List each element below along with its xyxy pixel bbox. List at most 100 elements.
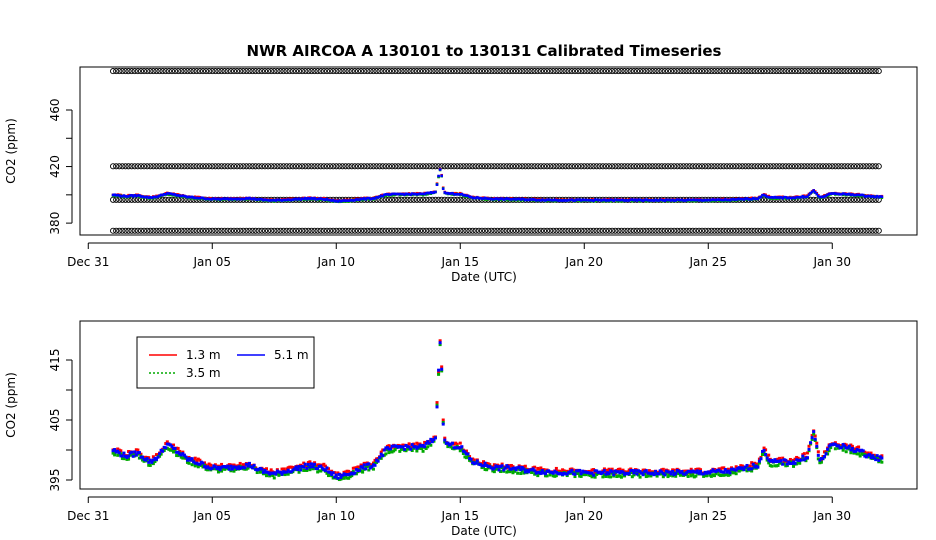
bottom-data-point bbox=[122, 457, 126, 461]
bottom-data-point bbox=[604, 474, 608, 478]
top-reference-point bbox=[556, 163, 563, 170]
bottom-data-point bbox=[799, 458, 803, 462]
bottom-data-point bbox=[661, 472, 665, 476]
top-reference-point bbox=[218, 163, 225, 170]
bottom-data-point bbox=[218, 468, 222, 472]
top-data-point bbox=[724, 198, 727, 201]
bottom-data-point bbox=[514, 468, 518, 472]
bottom-data-point bbox=[683, 469, 687, 473]
bottom-data-point bbox=[492, 466, 496, 470]
bottom-data-point bbox=[339, 477, 343, 481]
top-reference-point bbox=[181, 227, 188, 234]
bottom-data-point bbox=[340, 476, 344, 480]
top-reference-point bbox=[469, 68, 476, 75]
bottom-data-point bbox=[823, 450, 827, 454]
top-data-point bbox=[389, 193, 392, 196]
top-data-point bbox=[307, 196, 310, 200]
top-data-point bbox=[291, 198, 295, 201]
top-data-point bbox=[297, 197, 301, 201]
bottom-data-point bbox=[449, 445, 453, 449]
bottom-data-point bbox=[869, 451, 873, 455]
bottom-data-point bbox=[866, 451, 870, 455]
top-reference-point bbox=[640, 227, 647, 234]
top-data-point bbox=[159, 193, 163, 197]
bottom-data-point bbox=[420, 447, 424, 451]
top-reference-point bbox=[587, 68, 594, 75]
top-data-point bbox=[603, 198, 606, 201]
top-data-point bbox=[513, 197, 516, 201]
top-reference-point bbox=[258, 68, 265, 75]
bottom-data-point bbox=[561, 468, 565, 472]
bottom-data-point bbox=[131, 450, 135, 454]
bottom-data-point bbox=[677, 469, 681, 473]
top-reference-point bbox=[847, 163, 854, 170]
bottom-data-point bbox=[759, 457, 763, 461]
bottom-data-point bbox=[495, 467, 499, 471]
top-reference-point bbox=[674, 68, 681, 75]
top-reference-point bbox=[779, 227, 786, 234]
bottom-data-point bbox=[768, 457, 772, 461]
bottom-data-point bbox=[545, 474, 549, 478]
bottom-data-point bbox=[223, 465, 227, 469]
top-data-point bbox=[534, 198, 538, 202]
bottom-data-point bbox=[382, 453, 386, 457]
bottom-data-point bbox=[748, 467, 752, 471]
top-reference-point bbox=[500, 163, 507, 170]
bottom-data-point bbox=[280, 472, 284, 476]
top-reference-point bbox=[854, 227, 861, 234]
top-data-point bbox=[142, 195, 146, 199]
bottom-data-point bbox=[429, 437, 433, 441]
top-reference-point bbox=[637, 68, 644, 75]
top-reference-point bbox=[147, 163, 154, 170]
bottom-data-point bbox=[871, 454, 875, 458]
bottom-data-point bbox=[849, 443, 853, 447]
bottom-data-point bbox=[269, 471, 273, 475]
top-data-point bbox=[575, 198, 578, 202]
bottom-data-point bbox=[136, 451, 140, 455]
top-data-point bbox=[632, 198, 636, 202]
bottom-data-point bbox=[156, 455, 160, 459]
bottom-data-point bbox=[468, 455, 472, 459]
bottom-data-point bbox=[852, 447, 856, 451]
top-reference-point bbox=[832, 68, 839, 75]
bottom-data-point bbox=[595, 469, 599, 473]
top-data-point bbox=[844, 193, 848, 196]
top-reference-point bbox=[128, 68, 135, 75]
top-data-point bbox=[655, 199, 659, 202]
top-data-point bbox=[179, 194, 183, 198]
bottom-data-point bbox=[294, 465, 298, 469]
top-reference-point bbox=[826, 68, 833, 75]
bottom-data-point bbox=[203, 461, 207, 465]
top-data-point bbox=[431, 191, 434, 195]
top-data-point bbox=[514, 198, 518, 201]
bottom-data-point bbox=[632, 469, 636, 473]
top-plot-frame bbox=[79, 66, 918, 236]
top-data-point bbox=[124, 195, 127, 198]
top-reference-point bbox=[832, 196, 839, 203]
top-data-point bbox=[782, 195, 786, 199]
top-reference-point bbox=[131, 227, 138, 234]
bottom-data-point bbox=[443, 440, 447, 444]
bottom-data-point bbox=[520, 469, 524, 473]
bottom-data-point bbox=[585, 471, 589, 475]
top-data-point bbox=[271, 199, 275, 202]
top-reference-point bbox=[652, 68, 659, 75]
top-data-point bbox=[562, 199, 566, 202]
bottom-data-point bbox=[809, 441, 813, 445]
bottom-data-point bbox=[113, 453, 117, 457]
bottom-data-point bbox=[393, 448, 397, 452]
top-reference-point bbox=[237, 163, 244, 170]
top-data-point bbox=[372, 197, 375, 200]
bottom-data-point bbox=[227, 463, 231, 467]
bottom-data-point bbox=[119, 454, 123, 458]
bottom-data-point bbox=[351, 466, 355, 470]
bottom-data-point bbox=[855, 448, 859, 452]
top-reference-point bbox=[503, 163, 510, 170]
bottom-data-point bbox=[860, 452, 864, 456]
top-data-point bbox=[407, 192, 411, 196]
top-reference-point bbox=[193, 227, 200, 234]
top-reference-point bbox=[426, 196, 433, 203]
bottom-data-point bbox=[277, 470, 281, 474]
top-data-point bbox=[119, 194, 123, 198]
bottom-data-point bbox=[142, 457, 146, 461]
